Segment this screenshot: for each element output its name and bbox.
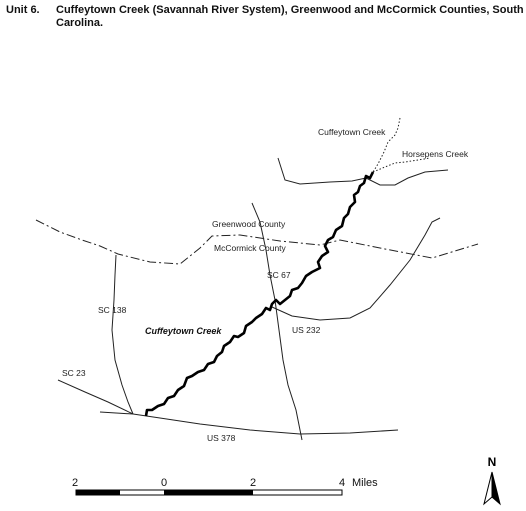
county-boundary-line: [35, 219, 479, 265]
scale-bar-segment: [164, 490, 253, 495]
label-mccormick-county: McCormick County: [214, 243, 287, 253]
label-sc138: SC 138: [98, 305, 127, 315]
road-us232: [271, 217, 441, 321]
north-arrow-left-icon: [483, 471, 493, 506]
unit-label: Unit 6.: [6, 4, 40, 16]
cuffeytown-creek-main: [144, 171, 375, 417]
road-sc23: [57, 379, 134, 415]
road-us378: [99, 411, 399, 435]
scale-tick-label: 4: [339, 477, 345, 489]
label-sc23: SC 23: [62, 368, 86, 378]
scale-bar-segment: [76, 490, 120, 495]
scale-unit-label: Miles: [352, 477, 378, 489]
label-us378: US 378: [207, 433, 236, 443]
road-upper-right: [365, 169, 449, 186]
label-greenwood-county: Greenwood County: [212, 219, 286, 229]
tributary-horsepens: [372, 157, 431, 173]
road-sc138: [111, 254, 134, 415]
scale-tick-label: 0: [161, 477, 167, 489]
north-label: N: [488, 455, 497, 469]
label-sc67: SC 67: [267, 270, 291, 280]
scale-tick-label: 2: [250, 477, 256, 489]
map-title: Cuffeytown Creek (Savannah River System)…: [56, 4, 524, 29]
label-cuffeytown-creek-main: Cuffeytown Creek: [145, 326, 222, 336]
scale-tick-label: 2: [72, 477, 78, 489]
north-arrow-right-icon: [491, 471, 501, 506]
label-horsepens-creek: Horsepens Creek: [402, 149, 469, 159]
road-upper-left: [277, 157, 367, 185]
label-us232: US 232: [292, 325, 321, 335]
scale-bar: 2 0 2 4 Miles: [72, 477, 378, 496]
label-cuffeytown-creek-upper: Cuffeytown Creek: [318, 127, 386, 137]
north-arrow: N: [483, 455, 501, 506]
road-sc67: [251, 202, 303, 441]
